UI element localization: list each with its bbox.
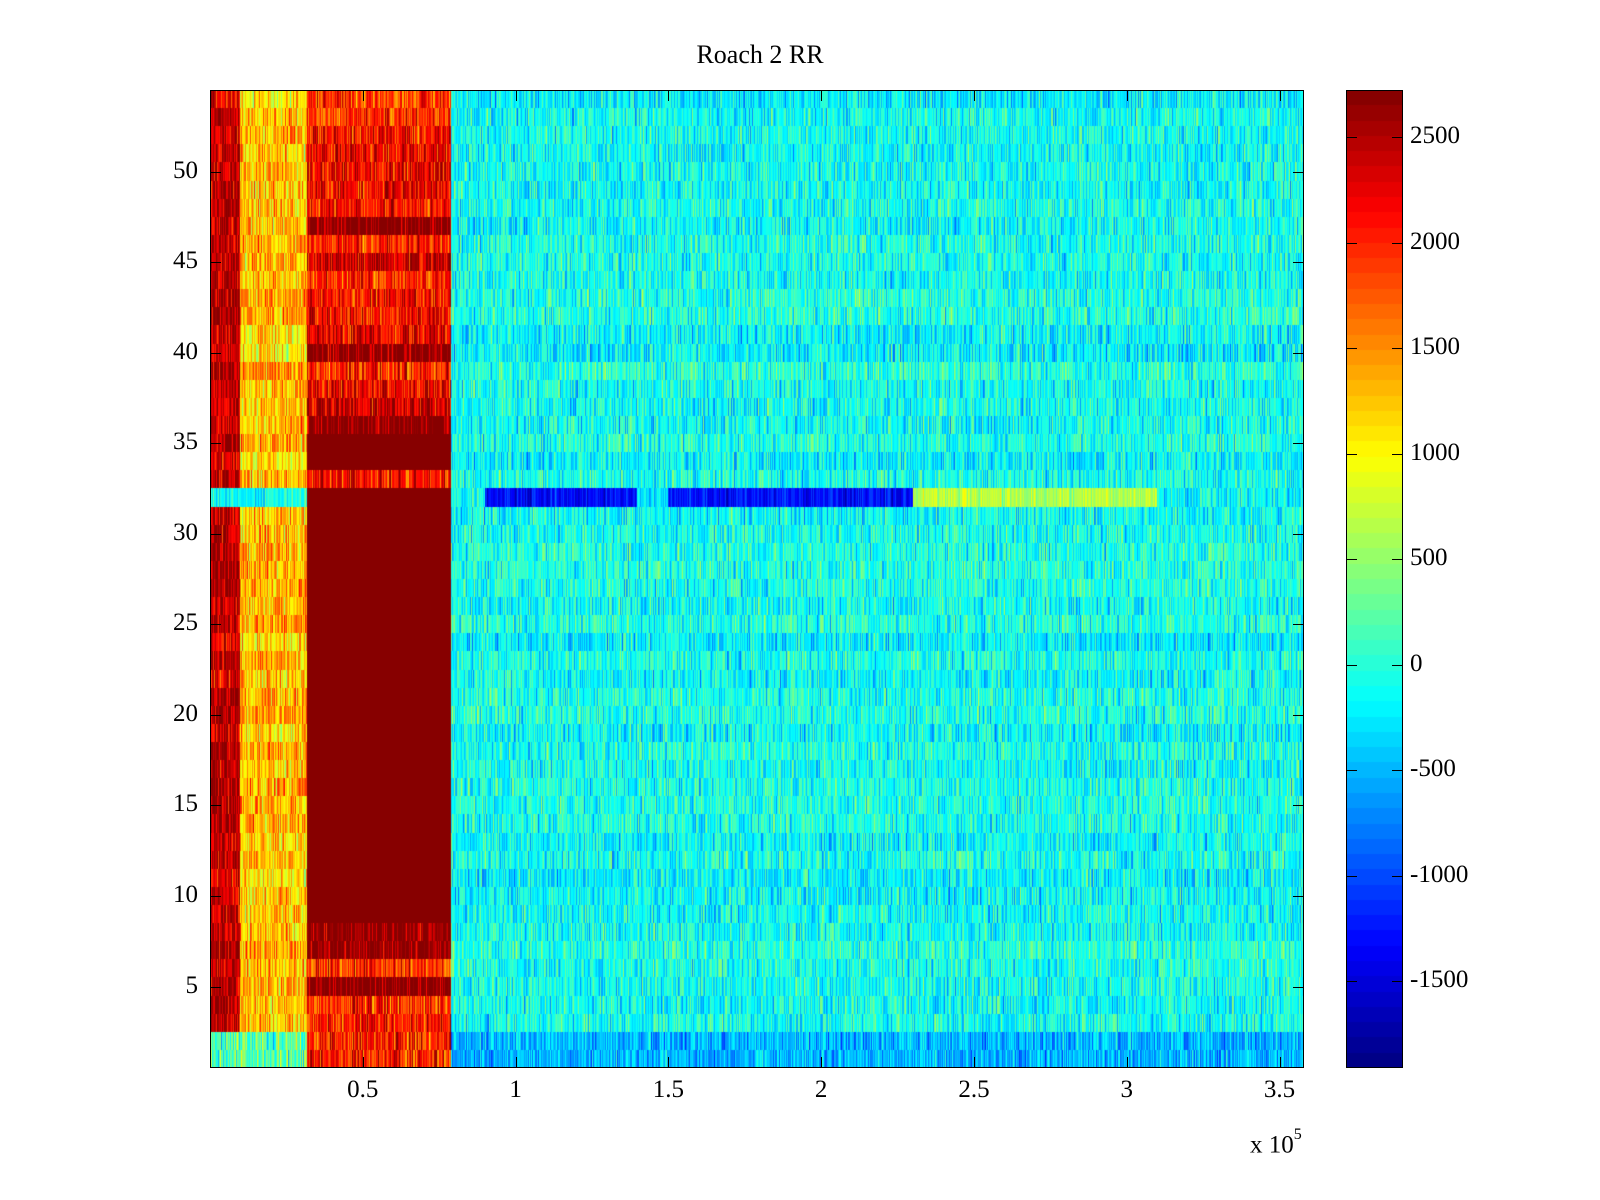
y-tick-mark-right: [1293, 171, 1303, 173]
y-tick-label: 15: [173, 790, 198, 818]
colorbar-tick-mark: [1347, 770, 1357, 772]
colorbar-tick-mark-right: [1392, 981, 1402, 983]
x-tick-mark-top: [668, 91, 670, 101]
x-tick-mark: [515, 1057, 517, 1067]
x-axis-multiplier: x 105: [1250, 1126, 1302, 1159]
colorbar-tick-label: -500: [1410, 755, 1456, 783]
y-tick-mark-right: [1293, 895, 1303, 897]
colorbar-tick-mark: [1347, 981, 1357, 983]
y-tick-label: 30: [173, 518, 198, 546]
y-tick-mark-right: [1293, 352, 1303, 354]
x-tick-mark-top: [1126, 91, 1128, 101]
y-tick-mark-right: [1293, 624, 1303, 626]
x-multiplier-exponent: 5: [1293, 1126, 1302, 1143]
colorbar-tick-label: 1500: [1410, 333, 1460, 361]
colorbar-tick-label: -1500: [1410, 966, 1469, 994]
y-tick-label: 10: [173, 880, 198, 908]
x-tick-mark: [1279, 1057, 1281, 1067]
colorbar-tick-label: 0: [1410, 649, 1423, 677]
colorbar-tick-mark-right: [1392, 137, 1402, 139]
y-tick-mark: [211, 895, 221, 897]
y-tick-label: 20: [173, 699, 198, 727]
colorbar-tick-mark: [1347, 137, 1357, 139]
x-multiplier-base: x 10: [1250, 1131, 1294, 1159]
y-tick-label: 25: [173, 609, 198, 637]
y-tick-mark-right: [1293, 533, 1303, 535]
x-tick-label: 3: [1120, 1076, 1134, 1103]
x-tick-label: 2: [814, 1076, 828, 1103]
colorbar-tick-mark-right: [1392, 559, 1402, 561]
colorbar-tick-mark-right: [1392, 453, 1402, 455]
y-tick-mark-right: [1293, 443, 1303, 445]
y-tick-mark-right: [1293, 986, 1303, 988]
colorbar-tick-mark-right: [1392, 242, 1402, 244]
x-tick-label: 1: [509, 1076, 522, 1103]
x-tick-label: 0.5: [347, 1076, 379, 1103]
y-tick-label: 5: [185, 971, 199, 999]
x-tick-mark: [668, 1057, 670, 1067]
x-tick-mark-top: [821, 91, 823, 101]
colorbar-tick-mark-right: [1392, 664, 1402, 666]
y-tick-mark: [211, 171, 221, 173]
y-tick-mark-right: [1293, 262, 1303, 264]
colorbar-frame: [1346, 90, 1403, 1068]
heatmap-plot-area: [210, 90, 1304, 1068]
x-tick-mark: [821, 1057, 823, 1067]
x-tick-mark-top: [973, 91, 975, 101]
x-tick-mark-top: [1279, 91, 1281, 101]
colorbar-tick-label: 500: [1410, 544, 1448, 572]
colorbar-tick-label: -1000: [1410, 860, 1469, 888]
colorbar-tick-mark: [1347, 664, 1357, 666]
y-tick-mark: [211, 714, 221, 716]
chart-title: Roach 2 RR: [696, 40, 824, 69]
colorbar-tick-mark: [1347, 875, 1357, 877]
colorbar-tick-mark: [1347, 559, 1357, 561]
x-tick-mark-top: [362, 91, 364, 101]
colorbar-tick-label: 1000: [1410, 438, 1460, 466]
colorbar-tick-mark: [1347, 453, 1357, 455]
y-tick-label: 50: [173, 156, 198, 184]
y-tick-mark-right: [1293, 714, 1303, 716]
y-tick-mark: [211, 986, 221, 988]
x-tick-mark: [973, 1057, 975, 1067]
x-tick-mark-top: [515, 91, 517, 101]
colorbar-tick-mark: [1347, 348, 1357, 350]
y-tick-mark-right: [1293, 805, 1303, 807]
colorbar-tick-mark-right: [1392, 770, 1402, 772]
y-tick-label: 40: [173, 337, 198, 365]
y-tick-mark: [211, 533, 221, 535]
heatmap-cells: [210, 90, 1304, 1068]
x-tick-label: 3.5: [1263, 1076, 1296, 1103]
y-tick-mark: [211, 352, 221, 354]
colorbar-tick-label: 2000: [1410, 227, 1460, 255]
colorbar-gradient: [1346, 90, 1403, 1068]
colorbar: [1346, 90, 1403, 1068]
x-tick-mark: [362, 1057, 364, 1067]
y-tick-mark: [211, 262, 221, 264]
y-tick-mark: [211, 624, 221, 626]
x-tick-label: 1.5: [652, 1076, 684, 1103]
y-tick-mark: [211, 805, 221, 807]
axes-frame: [210, 90, 1304, 1068]
colorbar-tick-mark-right: [1392, 875, 1402, 877]
colorbar-tick-mark: [1347, 242, 1357, 244]
x-tick-label: 2.5: [958, 1076, 990, 1103]
y-tick-label: 45: [173, 247, 198, 275]
y-tick-mark: [211, 443, 221, 445]
x-tick-mark: [1126, 1057, 1128, 1067]
colorbar-tick-label: 2500: [1410, 122, 1460, 150]
colorbar-tick-mark-right: [1392, 348, 1402, 350]
y-tick-label: 35: [173, 428, 198, 456]
